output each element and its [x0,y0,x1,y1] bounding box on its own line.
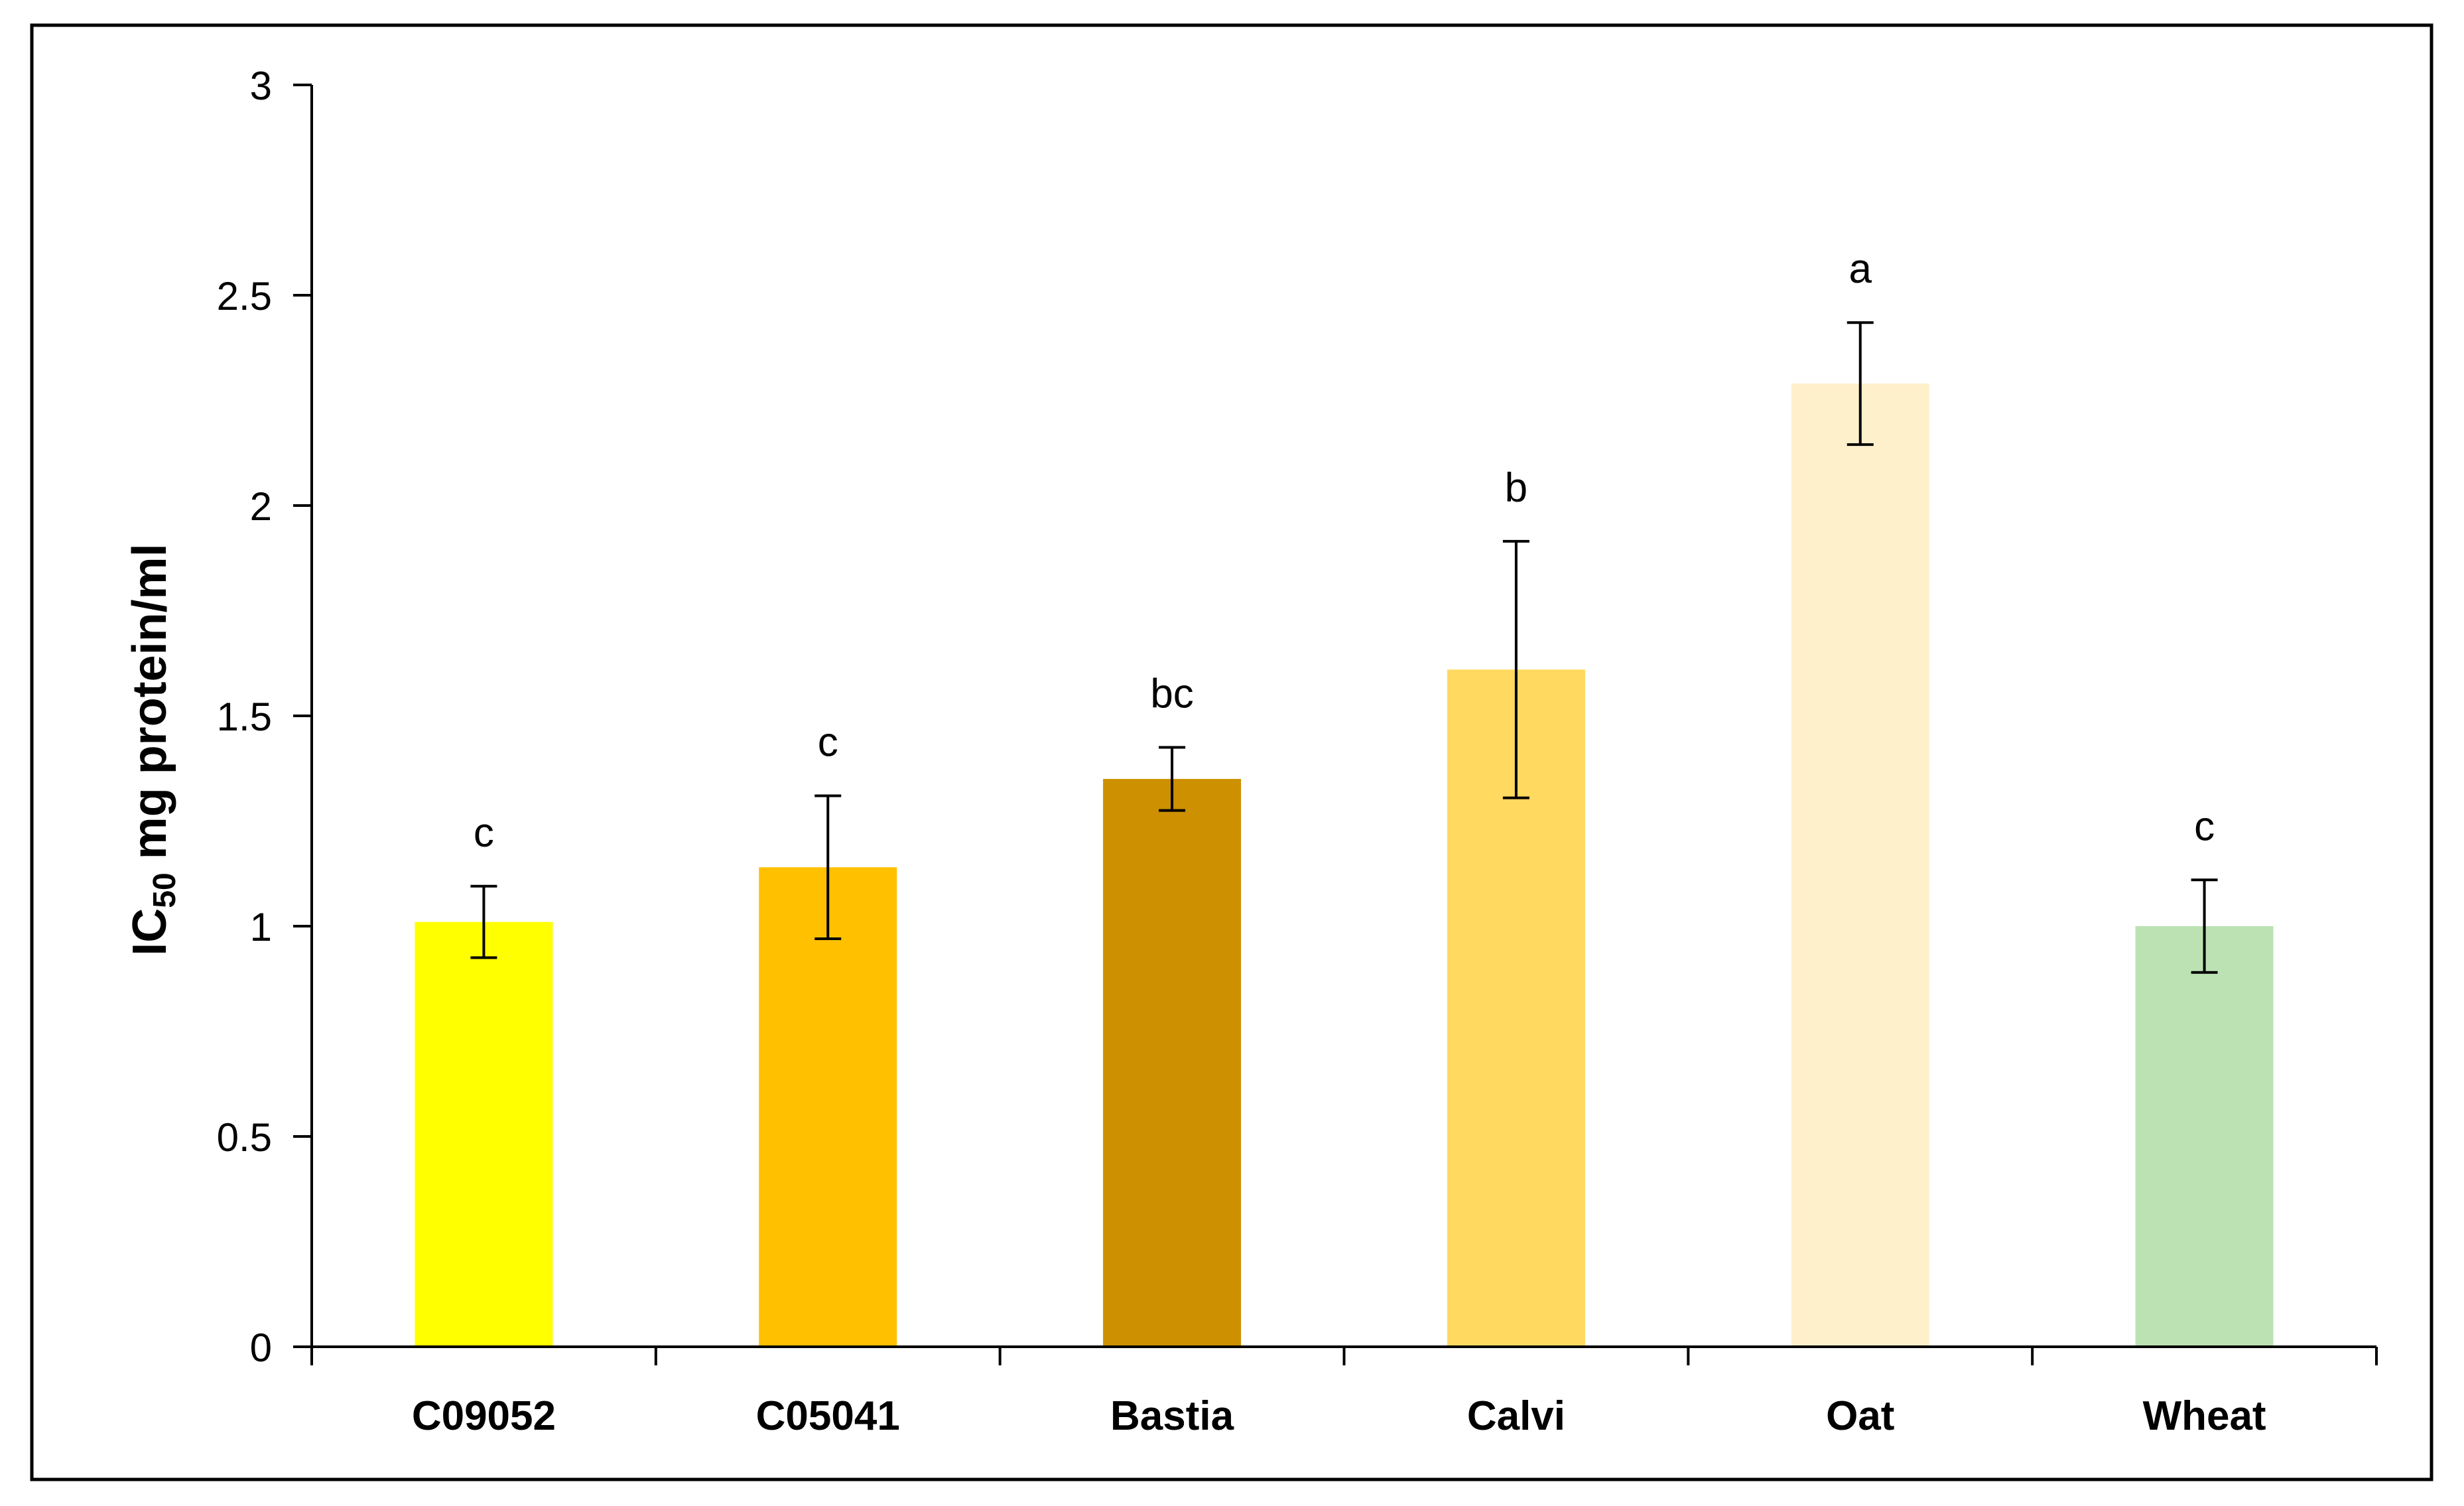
y-axis-title: IC50 mg protein/ml [123,543,182,955]
y-axis-title-rest: mg protein/ml [123,543,176,872]
x-category-label: Wheat [2143,1393,2266,1439]
significance-letter: a [1849,246,1872,292]
y-tick-label: 2 [250,484,272,529]
y-tick-label: 2.5 [217,274,272,318]
significance-letter: b [1505,465,1527,511]
y-tick-label: 1 [250,905,272,949]
significance-letter: bc [1150,671,1193,717]
x-axis: C09052 C05041 Bastia Calvi Oat Wheat [310,1345,2378,1439]
y-tick-label: 0.5 [217,1115,272,1160]
y-axis: 0 0.5 1 1.5 2 2.5 3 [217,64,313,1370]
bar [759,867,897,1347]
bar [1103,779,1242,1347]
bar [415,922,553,1347]
y-tick-label: 3 [250,64,272,108]
x-category-label: C05041 [756,1393,900,1439]
x-category-label: C09052 [412,1393,556,1439]
bar [2135,926,2274,1347]
y-tick-label: 1.5 [217,695,272,739]
x-category-label: Bastia [1110,1393,1234,1439]
y-axis-title-main: IC [123,908,176,956]
significance-letter: c [2194,803,2215,849]
y-tick-label: 0 [250,1326,272,1370]
x-category-label: Calvi [1467,1393,1565,1439]
y-axis-title-subscript: 50 [147,872,182,908]
bars: c c bc b a c [415,246,2274,1347]
significance-letter: c [818,719,838,765]
x-category-label: Oat [1826,1393,1894,1439]
significance-letter: c [474,810,494,856]
bar [1791,383,1929,1347]
